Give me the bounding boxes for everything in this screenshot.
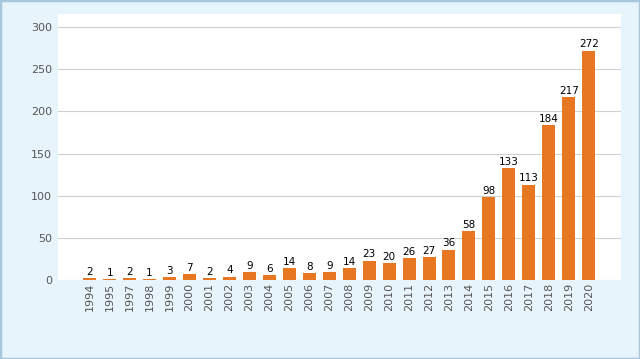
Bar	[502, 168, 515, 280]
Bar	[123, 278, 136, 280]
Bar	[383, 263, 396, 280]
Bar	[303, 273, 316, 280]
Text: 217: 217	[559, 86, 579, 96]
Text: 6: 6	[266, 264, 273, 274]
Bar	[542, 125, 556, 280]
Text: 8: 8	[306, 262, 312, 272]
Text: 9: 9	[326, 261, 333, 271]
Bar	[483, 197, 495, 280]
Text: 184: 184	[539, 113, 559, 123]
Bar	[283, 268, 296, 280]
Text: 9: 9	[246, 261, 253, 271]
Bar	[363, 261, 376, 280]
Bar	[103, 279, 116, 280]
Text: 1: 1	[106, 268, 113, 278]
Text: 26: 26	[403, 247, 416, 257]
Bar	[203, 278, 216, 280]
Bar	[163, 278, 176, 280]
Text: 2: 2	[126, 267, 133, 277]
Text: 113: 113	[519, 173, 539, 183]
Bar	[403, 258, 415, 280]
Bar	[582, 51, 595, 280]
Text: 1: 1	[147, 268, 153, 278]
Text: 36: 36	[442, 238, 456, 248]
Text: 20: 20	[383, 252, 396, 262]
Bar	[223, 277, 236, 280]
Text: 7: 7	[186, 263, 193, 273]
Text: 98: 98	[483, 186, 495, 196]
Bar	[263, 275, 276, 280]
Bar	[422, 257, 435, 280]
Text: 4: 4	[226, 265, 233, 275]
Bar	[522, 185, 535, 280]
Bar	[442, 250, 456, 280]
Text: 58: 58	[462, 220, 476, 230]
Text: 23: 23	[362, 250, 376, 259]
Bar	[342, 268, 356, 280]
Bar	[183, 274, 196, 280]
Bar	[563, 97, 575, 280]
Text: 133: 133	[499, 157, 519, 167]
Bar	[323, 272, 336, 280]
Bar	[143, 279, 156, 280]
Bar	[243, 272, 256, 280]
Text: 27: 27	[422, 246, 436, 256]
Bar	[463, 231, 476, 280]
Text: 14: 14	[342, 257, 356, 267]
Text: 14: 14	[283, 257, 296, 267]
Text: 2: 2	[86, 267, 93, 277]
Text: 272: 272	[579, 39, 598, 49]
Text: 2: 2	[206, 267, 212, 277]
Text: 3: 3	[166, 266, 173, 276]
Bar	[83, 278, 96, 280]
